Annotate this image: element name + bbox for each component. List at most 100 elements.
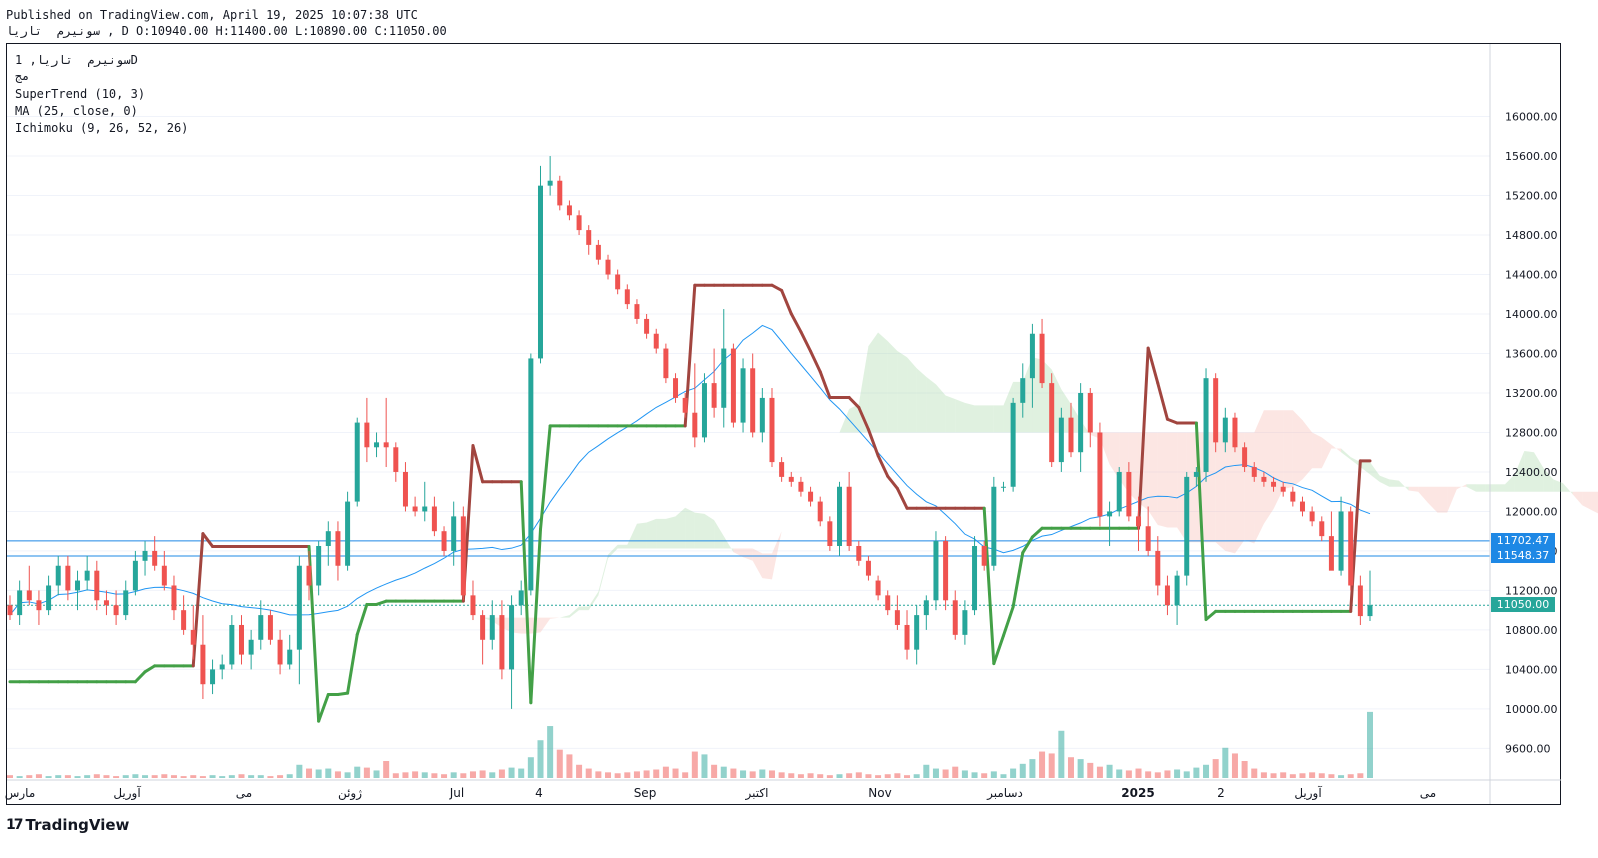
candle-body [296,565,302,650]
candle-body [750,368,756,433]
price-level-tag: 11548.37 [1491,548,1555,564]
volume-bar [190,775,197,778]
volume-bar [354,766,361,778]
volume-bar [653,769,660,778]
candle-body [287,649,293,665]
candle-body [345,501,351,566]
candle-body [316,546,322,586]
candle [1222,407,1228,453]
candle-body [730,348,736,423]
supertrend-segment [809,349,822,374]
ichimoku-cloud-segment [598,554,609,596]
supertrend-segment [538,424,552,531]
volume-bar [26,775,33,778]
candle [1029,323,1035,408]
legend-ma[interactable]: MA (25, close, 0) [15,104,138,118]
volume-bar [151,775,158,778]
ichimoku-cloud-segment [1273,410,1284,509]
candle [26,565,32,606]
candle [788,471,794,487]
candle [1155,536,1161,596]
candle-body [875,580,881,596]
ichimoku-cloud-segment [704,513,715,549]
candle [17,580,23,625]
ichimoku-cloud-segment [646,518,657,549]
volume-bar [219,776,226,778]
ichimoku-cloud-segment [839,409,850,433]
volume-bar [1309,772,1316,778]
candle-body [952,600,958,635]
supertrend-segment [789,312,803,334]
ichimoku-cloud-segment [1495,484,1506,492]
volume-bar [633,771,640,778]
supertrend-segment [1156,381,1169,421]
legend-supertrend[interactable]: SuperTrend (10, 3) [15,87,146,101]
ichimoku-cloud-segment [1283,410,1293,490]
ichimoku-cloud-segment [887,341,898,433]
legend-ichimoku[interactable]: Ichimoku (9, 26, 52, 26) [15,121,189,135]
candle-body [374,442,380,448]
volume-bar [1125,770,1132,778]
ichimoku-cloud-segment [1225,432,1235,554]
supertrend-segment [1030,526,1044,539]
candle-body [1203,378,1209,472]
volume-bar [865,774,872,778]
supertrend-segment [780,288,793,316]
candle [644,314,650,339]
candle-body [682,397,688,413]
candle [229,615,235,670]
volume-bar [884,774,891,778]
candle [219,654,225,680]
candle-body [817,501,823,522]
volume-bar [1251,768,1258,778]
volume-bar [740,770,747,778]
candle-body [393,447,399,472]
ichimoku-cloud-segment [868,332,879,433]
candle-body [441,531,447,551]
candle [248,629,254,670]
candle [113,590,119,625]
ichimoku-cloud-segment [1341,448,1351,460]
ichimoku-cloud-segment [627,523,637,549]
supertrend-segment [1349,459,1362,613]
candle-body [1328,536,1334,571]
candle [383,397,389,468]
candle-body [972,546,978,611]
volume-layer [7,711,1373,778]
ichimoku-cloud-segment [1582,491,1592,511]
candle [171,575,177,621]
ichimoku-cloud-segment [656,518,666,549]
candle [1242,442,1248,472]
candle-body [1174,575,1180,606]
volume-bar [556,749,563,778]
candle [325,521,331,566]
ichimoku-cloud-segment [1572,491,1583,506]
candle [528,353,534,596]
ohlc-header: سونیرم تاریا , D O:10940.00 H:11400.00 L… [6,24,447,38]
volume-bar [527,757,534,778]
ichimoku-cloud-segment [675,507,686,549]
ichimoku-cloud-segment [424,580,435,586]
ichimoku-cloud-segment [1157,432,1168,528]
candle-body [364,422,370,448]
candle-body [1213,378,1219,443]
ichimoku-cloud-segment [1370,462,1380,482]
volume-bar [296,764,303,778]
volume-bar [807,773,814,778]
candle [1039,318,1045,389]
candle-body [200,644,206,685]
price-tick-label: 10000.00 [1505,703,1558,716]
tradingview-logo[interactable]: 17 TradingView [6,816,129,834]
ichimoku-cloud-segment [762,553,772,580]
ichimoku-cloud-segment [395,580,406,584]
ichimoku-cloud-segment [935,384,946,433]
candle-body [537,185,543,359]
candle [190,605,196,660]
ichimoku-cloud-segment [1302,420,1313,480]
candle [1309,506,1315,527]
candle-body [865,560,871,576]
candle-body [1010,402,1016,487]
candle [673,373,679,403]
candle-body [808,491,814,502]
